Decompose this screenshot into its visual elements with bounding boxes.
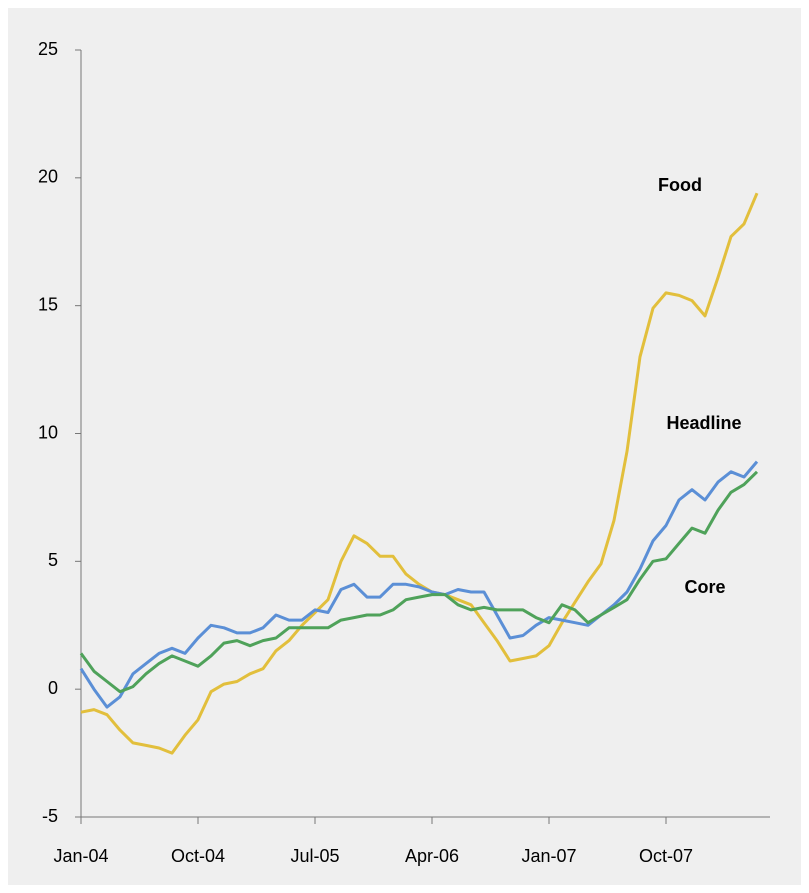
- x-tick-label: Oct-04: [171, 846, 225, 866]
- series-line: [79, 460, 759, 709]
- x-tick-label: Jan-07: [521, 846, 576, 866]
- x-tick-label: Apr-06: [405, 846, 459, 866]
- y-tick-label: 10: [38, 422, 58, 442]
- x-tick-label: Jan-04: [53, 846, 108, 866]
- plot-background: [8, 8, 801, 885]
- series-label: Food: [658, 175, 702, 195]
- y-tick-label: 25: [38, 39, 58, 59]
- y-tick-label: 15: [38, 294, 58, 314]
- series-label: Headline: [666, 413, 741, 433]
- series-line: [79, 470, 759, 694]
- y-tick-label: -5: [42, 806, 58, 826]
- y-tick-label: 20: [38, 167, 58, 187]
- series-line: [80, 192, 759, 755]
- y-tick-label: 0: [48, 678, 58, 698]
- x-tick-label: Oct-07: [639, 846, 693, 866]
- series-label: Core: [684, 577, 725, 597]
- x-tick-label: Jul-05: [290, 846, 339, 866]
- y-tick-label: 5: [48, 550, 58, 570]
